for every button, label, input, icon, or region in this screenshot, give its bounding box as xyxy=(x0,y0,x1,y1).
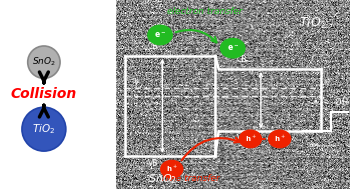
Text: VB: VB xyxy=(237,134,247,143)
Text: h$^+$: h$^+$ xyxy=(245,134,256,144)
Text: E$_f$: E$_f$ xyxy=(114,78,122,87)
Text: $\cdot$OH: $\cdot$OH xyxy=(332,96,349,107)
FancyArrowPatch shape xyxy=(176,30,217,43)
Circle shape xyxy=(239,129,262,148)
Circle shape xyxy=(268,129,291,148)
Text: VB: VB xyxy=(148,159,158,168)
Text: TiO$_2$: TiO$_2$ xyxy=(32,122,56,136)
Text: e$^-$: e$^-$ xyxy=(154,30,166,40)
FancyArrowPatch shape xyxy=(182,138,240,160)
Text: SnO$_2$: SnO$_2$ xyxy=(148,172,177,186)
Circle shape xyxy=(22,107,66,151)
Text: E$_f$: E$_f$ xyxy=(323,78,331,87)
Text: $^{-}$OH$_\mathrm{adsorbed}$: $^{-}$OH$_\mathrm{adsorbed}$ xyxy=(306,141,338,150)
Text: h$^+$: h$^+$ xyxy=(274,134,286,144)
Circle shape xyxy=(160,160,183,179)
Circle shape xyxy=(220,38,246,59)
Text: E$_i$: E$_i$ xyxy=(116,97,122,106)
Text: h$^+$: h$^+$ xyxy=(166,164,177,174)
Text: TiO$_2$: TiO$_2$ xyxy=(299,15,327,31)
Text: E$_i$: E$_i$ xyxy=(323,97,330,106)
Text: Collision: Collision xyxy=(11,88,77,101)
Text: hole transfer: hole transfer xyxy=(162,174,219,183)
Circle shape xyxy=(147,25,173,45)
Text: CB: CB xyxy=(148,42,158,51)
Circle shape xyxy=(28,46,60,78)
Text: SnO$_2$: SnO$_2$ xyxy=(32,56,56,68)
Text: electron transfer: electron transfer xyxy=(167,7,242,16)
Text: CB: CB xyxy=(237,55,247,64)
Text: e$^-$: e$^-$ xyxy=(226,43,239,53)
